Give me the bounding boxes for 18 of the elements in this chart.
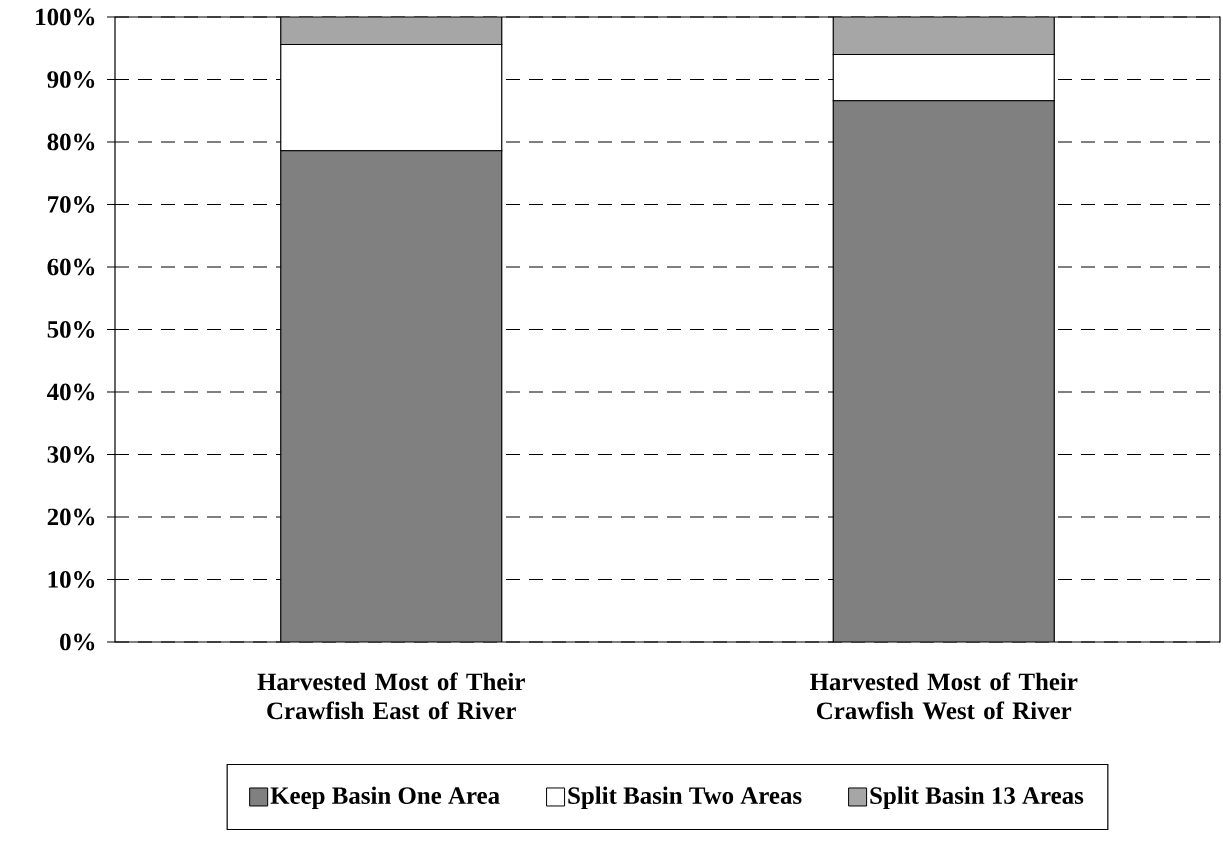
y-tick-label: 30% [47, 446, 95, 463]
bar [280, 17, 503, 46]
legend-label: Split Basin Two Areas [568, 786, 802, 810]
y-tick-label: 70% [48, 196, 95, 213]
bar [832, 17, 1055, 56]
y-tick-label: 100% [36, 8, 95, 26]
y-tick-label: 90% [47, 71, 95, 88]
y-tick-label: 0% [60, 633, 95, 651]
y-tick-label: 60% [47, 258, 95, 276]
x-tick-label: Harvested Most of Their Crawfish West of River [809, 672, 1078, 720]
legend-label: Keep Basin One Area [270, 786, 500, 810]
y-tick-label: 20% [47, 508, 95, 526]
y-tick-label: 10% [48, 571, 95, 588]
y-tick-label: 40% [47, 383, 95, 401]
y-tick-label: 80% [47, 133, 95, 151]
legend-label: Split Basin 13 Areas [870, 786, 1084, 810]
x-tick-label: Harvested Most of Their Crawfish East of River [257, 672, 525, 720]
y-tick-label: 50% [47, 321, 95, 338]
